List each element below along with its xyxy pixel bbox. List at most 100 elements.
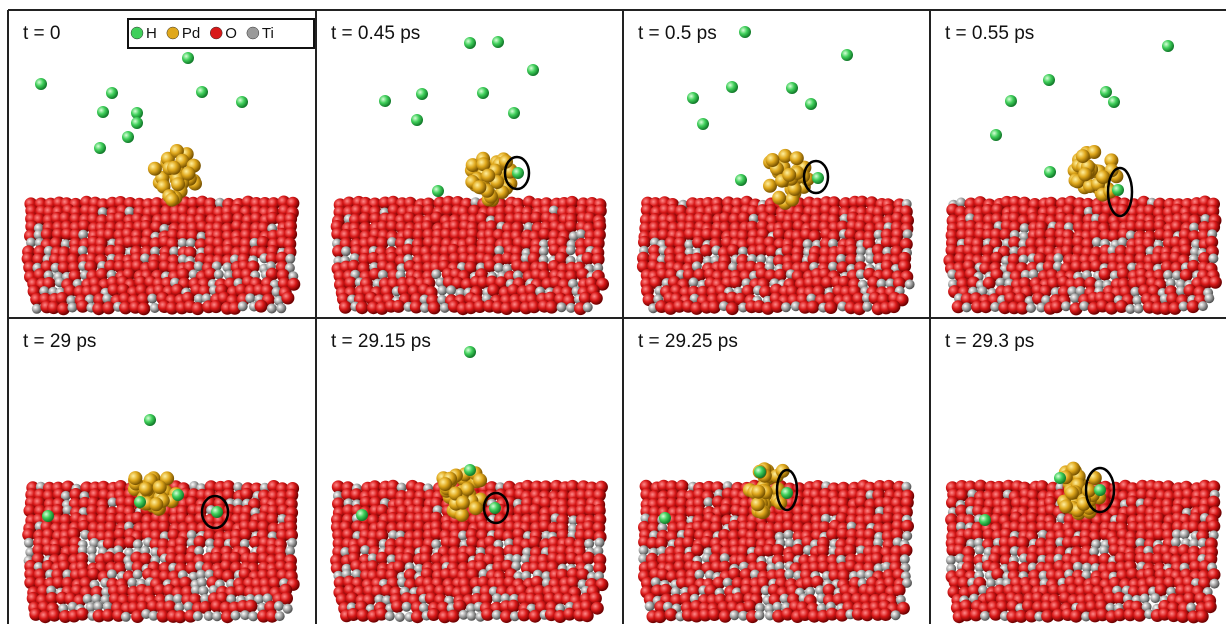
legend-label: Pd [182,25,200,42]
ti-atom [784,569,794,579]
pd-atom [148,162,162,176]
ti-atom [285,254,295,264]
o-atom [137,302,150,315]
o-atom [76,608,89,621]
o-atom [730,276,743,289]
h-atom [411,114,423,126]
ti-atom [121,612,131,622]
ti-atom [1204,293,1214,303]
time-label: t = 0.55 ps [945,23,1034,44]
pd-atom [751,497,765,511]
h-atom [106,87,118,99]
h-atom [464,346,476,358]
time-label: t = 29.15 ps [331,331,431,352]
pd-atom [1059,500,1073,514]
o-atom [281,292,294,305]
time-label: t = 29.25 ps [638,331,738,352]
pd-atom [165,193,179,207]
o-atom [726,302,739,315]
h-atom [464,464,476,476]
ti-atom [197,577,207,587]
h-atom [739,26,751,38]
o-atom [1099,268,1112,281]
h-atom [805,98,817,110]
ti-atom [341,246,351,256]
ti-atom [902,531,912,541]
h-atom [781,487,793,499]
pd-atom [153,480,167,494]
ti-atom [437,285,447,295]
h-atom [1108,96,1120,108]
legend: HPdOTi [128,19,314,48]
pd-atom [1076,149,1090,163]
ti-atom [1061,301,1071,311]
ti-atom [557,302,567,312]
h-atom [1112,184,1124,196]
ti-atom [193,611,203,621]
o-atom [708,301,721,314]
legend-swatch [167,27,179,39]
ti-atom [446,285,456,295]
ti-atom [467,611,477,621]
legend-swatch [131,27,143,39]
h-atom [122,131,134,143]
h-atom [134,496,146,508]
pd-atom [766,153,780,167]
h-atom [211,506,223,518]
h-atom [432,185,444,197]
o-atom [210,300,223,313]
ti-atom [595,538,605,548]
ti-atom [583,302,593,312]
h-atom [464,37,476,49]
panel: t = 29.15 ps [330,331,608,623]
atoms: t = 0 t = 0.45 ps t = 0.5 ps t = 0.55 ps t =… [22,23,1222,623]
o-atom [887,300,900,313]
time-label: t = 0 [23,23,61,44]
pd-atom [790,151,804,165]
ti-atom [212,611,222,621]
pd-atom [782,168,796,182]
ti-atom [694,570,704,580]
panel: t = 29.25 ps [638,331,914,623]
ti-atom [584,539,594,549]
o-atom [1196,610,1209,623]
o-atom [428,301,441,314]
ti-atom [67,303,77,313]
legend-label: O [225,25,237,42]
time-label: t = 0.45 ps [331,23,420,44]
ti-atom [576,229,586,239]
panel: t = 0.45 ps [331,23,609,315]
ti-atom [147,294,157,304]
ti-atom [755,610,765,620]
pd-atom [772,191,786,205]
o-atom [708,608,721,621]
o-atom [191,302,204,315]
o-atom [879,608,892,621]
ti-atom [276,303,286,313]
pd-atom [1082,484,1096,498]
h-atom [94,142,106,154]
ti-atom [1134,304,1144,314]
pd-atom [469,501,483,515]
h-atom [659,512,671,524]
pd-atom [460,482,474,496]
ti-atom [903,229,913,239]
panel: t = 0.5 ps [637,23,915,315]
h-atom [697,118,709,130]
pd-atom [149,497,163,511]
ti-atom [891,610,901,620]
o-atom [102,301,115,314]
ti-atom [395,612,405,622]
o-atom [545,301,558,314]
ti-atom [900,554,910,564]
pd-atom [438,477,452,491]
h-atom [379,95,391,107]
legend-swatch [247,27,259,39]
ti-atom [1026,303,1036,313]
h-atom [527,64,539,76]
legend-swatch [210,27,222,39]
o-atom [665,608,678,621]
o-atom [518,608,531,621]
ti-atom [1210,579,1220,589]
panel: t = 29.3 ps [945,331,1222,623]
